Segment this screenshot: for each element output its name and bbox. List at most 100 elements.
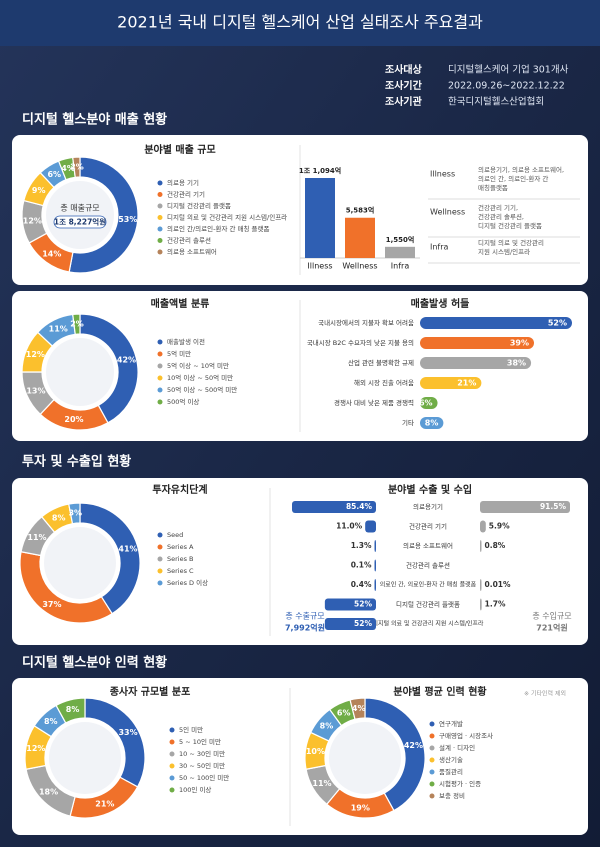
bar-value: 1조 1,094억 bbox=[299, 166, 341, 175]
legend-marker bbox=[157, 556, 163, 562]
legend-label: Series C bbox=[167, 567, 194, 575]
definition-term: Illness bbox=[430, 170, 455, 179]
bar-value: 39% bbox=[510, 339, 529, 348]
legend-marker bbox=[157, 580, 163, 586]
legend-marker bbox=[157, 363, 163, 369]
bar bbox=[420, 337, 534, 349]
bar-value: 85.4% bbox=[346, 502, 373, 511]
slice-label: 21% bbox=[95, 799, 114, 808]
bar-value: 5.9% bbox=[489, 522, 510, 531]
info-label: 조사기관 bbox=[385, 95, 423, 108]
legend-label: 생산기술 bbox=[439, 755, 463, 764]
legend-label: 5억 미만 bbox=[167, 349, 191, 358]
slice-label: 19% bbox=[351, 803, 370, 812]
center-value: 1조 8,227억원 bbox=[54, 217, 106, 227]
center-label: 총 매출규모 bbox=[60, 203, 99, 213]
row-category: 디지털 의료 및 건강관리 지원 시스템/인프라 bbox=[373, 620, 484, 628]
slice-label: 4% bbox=[61, 164, 75, 173]
slice-label: 11% bbox=[312, 779, 331, 788]
legend-marker bbox=[169, 763, 175, 769]
bar-value: 0.8% bbox=[485, 541, 506, 550]
legend-marker bbox=[157, 226, 163, 232]
row-category: 의료인 간, 의료인-환자 간 매칭 플랫폼 bbox=[380, 581, 477, 589]
slice-label: 37% bbox=[42, 600, 61, 609]
center-badge bbox=[53, 215, 107, 229]
slice-label: 18% bbox=[39, 788, 58, 797]
slice-label: 41% bbox=[118, 545, 137, 554]
legend-label: Series D 이상 bbox=[167, 578, 208, 587]
info-value: 디지털헬스케어 기업 301개사 bbox=[448, 64, 569, 76]
legend-label: 10 ~ 30인 미만 bbox=[179, 749, 225, 758]
bar-value: 52% bbox=[354, 600, 372, 609]
row-category: 건강관리 솔루션 bbox=[406, 561, 450, 570]
legend-marker bbox=[157, 238, 163, 243]
donut-center bbox=[44, 527, 116, 599]
definition-text: 건강관리 솔루션, bbox=[478, 212, 524, 221]
bar bbox=[420, 377, 482, 389]
legend-marker bbox=[157, 532, 163, 538]
bar-category: 국내시장에서의 지불자 확보 어려움 bbox=[318, 318, 414, 327]
bar-value: 11.0% bbox=[336, 522, 363, 531]
bar bbox=[420, 357, 532, 369]
legend-label: 의료용 소프트웨어 bbox=[167, 247, 217, 256]
chart-title: 분야별 평균 인력 현황 bbox=[393, 685, 487, 698]
total-value: 721억원 bbox=[536, 623, 567, 633]
donut-slice bbox=[55, 697, 86, 724]
slice-label: 11% bbox=[49, 325, 68, 334]
legend-label: 30 ~ 50인 미만 bbox=[179, 761, 225, 770]
legend-label: 디지털 의료 및 건강관리 지원 시스템/인프라 bbox=[167, 213, 287, 222]
bar-value: 0.1% bbox=[351, 561, 372, 570]
row-category: 건강관리 기기 bbox=[409, 522, 447, 531]
bar bbox=[480, 520, 486, 533]
header-band bbox=[0, 0, 600, 46]
donut-center bbox=[46, 338, 114, 406]
slice-label: 33% bbox=[118, 728, 137, 737]
legend-marker bbox=[429, 721, 435, 727]
x-tick-label: Infra bbox=[391, 262, 410, 271]
row-category: 의료용기기 bbox=[413, 502, 443, 511]
legend-label: 10억 이상 ~ 50억 미만 bbox=[167, 373, 233, 382]
legend-label: 500억 이상 bbox=[167, 397, 199, 406]
section-title: 디지털 헬스분야 인력 현황 bbox=[22, 655, 167, 671]
definition-text: 의료인 간, 의료인-환자 간 bbox=[478, 174, 548, 183]
chart-title: 매출발생 허들 bbox=[411, 297, 470, 310]
legend-marker bbox=[157, 351, 163, 357]
legend-marker bbox=[157, 339, 163, 345]
slice-label: 12% bbox=[26, 350, 45, 359]
legend-marker bbox=[169, 739, 175, 745]
donut-center bbox=[46, 181, 114, 249]
legend-label: 품질관리 bbox=[439, 767, 463, 776]
slice-label: 42% bbox=[404, 741, 423, 750]
legend-label: Seed bbox=[167, 531, 183, 539]
bar-value: 21% bbox=[457, 379, 476, 388]
legend-label: 구매영업 · 시장조사 bbox=[439, 731, 493, 740]
slice-label: 2% bbox=[70, 163, 84, 172]
bar bbox=[385, 246, 415, 258]
bar bbox=[324, 618, 376, 630]
bar bbox=[374, 559, 376, 572]
slice-label: 42% bbox=[117, 356, 136, 365]
slice-label: 12% bbox=[23, 217, 42, 226]
bar bbox=[480, 579, 482, 591]
definition-text: 디지털 의료 및 건강관리 bbox=[478, 238, 544, 247]
chart-title: 종사자 규모별 분포 bbox=[110, 685, 191, 698]
legend-marker bbox=[169, 787, 175, 793]
info-label: 조사기간 bbox=[385, 79, 423, 92]
bar-value: 8% bbox=[425, 419, 439, 428]
chart-title: 분야별 매출 규모 bbox=[144, 143, 215, 156]
total-label: 총 수출규모 bbox=[285, 611, 324, 621]
legend-marker bbox=[429, 733, 435, 739]
bar-category: 국내시장 B2C 수요자의 낮은 지불 용의 bbox=[307, 338, 414, 347]
donut-slice bbox=[349, 697, 366, 720]
legend-label: 5인 미만 bbox=[179, 725, 203, 734]
slice-label: 14% bbox=[42, 249, 61, 258]
legend-marker bbox=[169, 727, 175, 733]
bar-value: 52% bbox=[548, 319, 567, 328]
slice-label: 6% bbox=[337, 708, 351, 717]
legend-marker bbox=[429, 757, 435, 763]
legend-label: Series B bbox=[167, 555, 194, 563]
bar-value: 52% bbox=[354, 619, 372, 628]
chart-title: 매출액별 분류 bbox=[151, 297, 210, 310]
x-tick-label: Wellness bbox=[342, 262, 377, 271]
slice-label: 10% bbox=[306, 747, 325, 756]
